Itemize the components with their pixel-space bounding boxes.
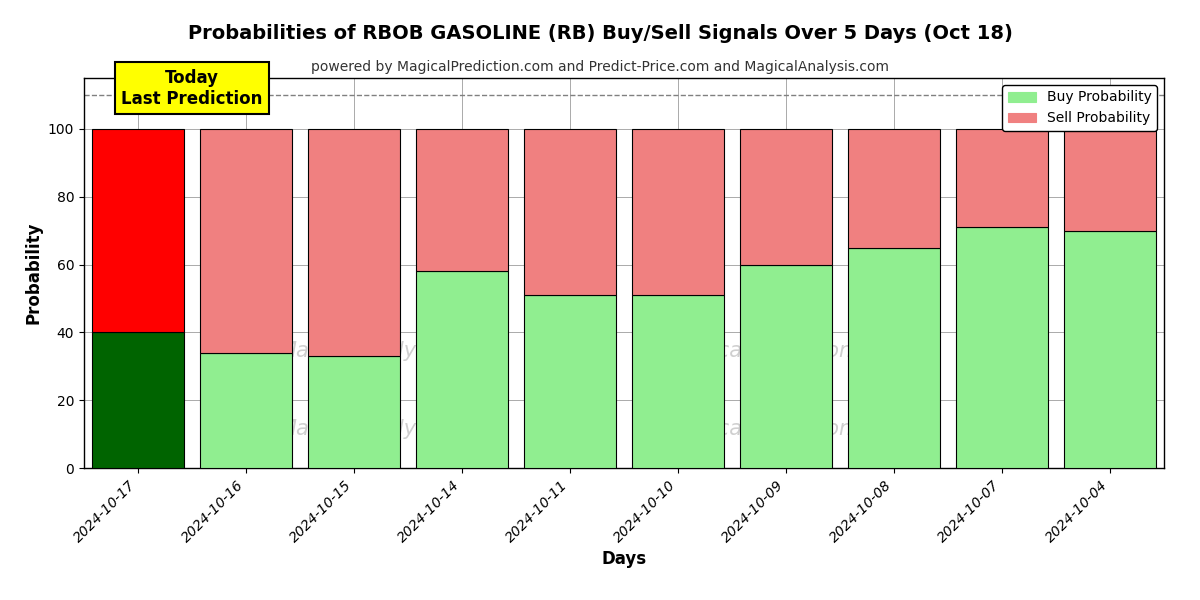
Bar — [848, 248, 940, 468]
Bar — [200, 129, 292, 353]
Bar — [308, 129, 400, 356]
Text: MagicalPrediction.com: MagicalPrediction.com — [668, 341, 904, 361]
Text: powered by MagicalPrediction.com and Predict-Price.com and MagicalAnalysis.com: powered by MagicalPrediction.com and Pre… — [311, 60, 889, 74]
Bar — [92, 129, 184, 332]
Bar — [956, 129, 1048, 227]
Bar — [1064, 230, 1156, 468]
Bar — [416, 271, 508, 468]
Bar — [632, 295, 724, 468]
Text: Probabilities of RBOB GASOLINE (RB) Buy/Sell Signals Over 5 Days (Oct 18): Probabilities of RBOB GASOLINE (RB) Buy/… — [187, 24, 1013, 43]
Bar — [308, 356, 400, 468]
Bar — [416, 129, 508, 271]
Bar — [524, 295, 616, 468]
Bar — [1064, 129, 1156, 230]
Y-axis label: Probability: Probability — [24, 222, 42, 324]
Legend: Buy Probability, Sell Probability: Buy Probability, Sell Probability — [1002, 85, 1157, 131]
Bar — [92, 332, 184, 468]
Bar — [956, 227, 1048, 468]
Text: MagicalPrediction.com: MagicalPrediction.com — [668, 419, 904, 439]
Bar — [632, 129, 724, 295]
X-axis label: Days: Days — [601, 550, 647, 568]
Bar — [740, 265, 832, 468]
Text: Today
Last Prediction: Today Last Prediction — [121, 69, 263, 107]
Bar — [524, 129, 616, 295]
Bar — [848, 129, 940, 248]
Text: MagicalAnalysis.com: MagicalAnalysis.com — [278, 419, 494, 439]
Bar — [200, 353, 292, 468]
Text: MagicalAnalysis.com: MagicalAnalysis.com — [278, 341, 494, 361]
Bar — [740, 129, 832, 265]
